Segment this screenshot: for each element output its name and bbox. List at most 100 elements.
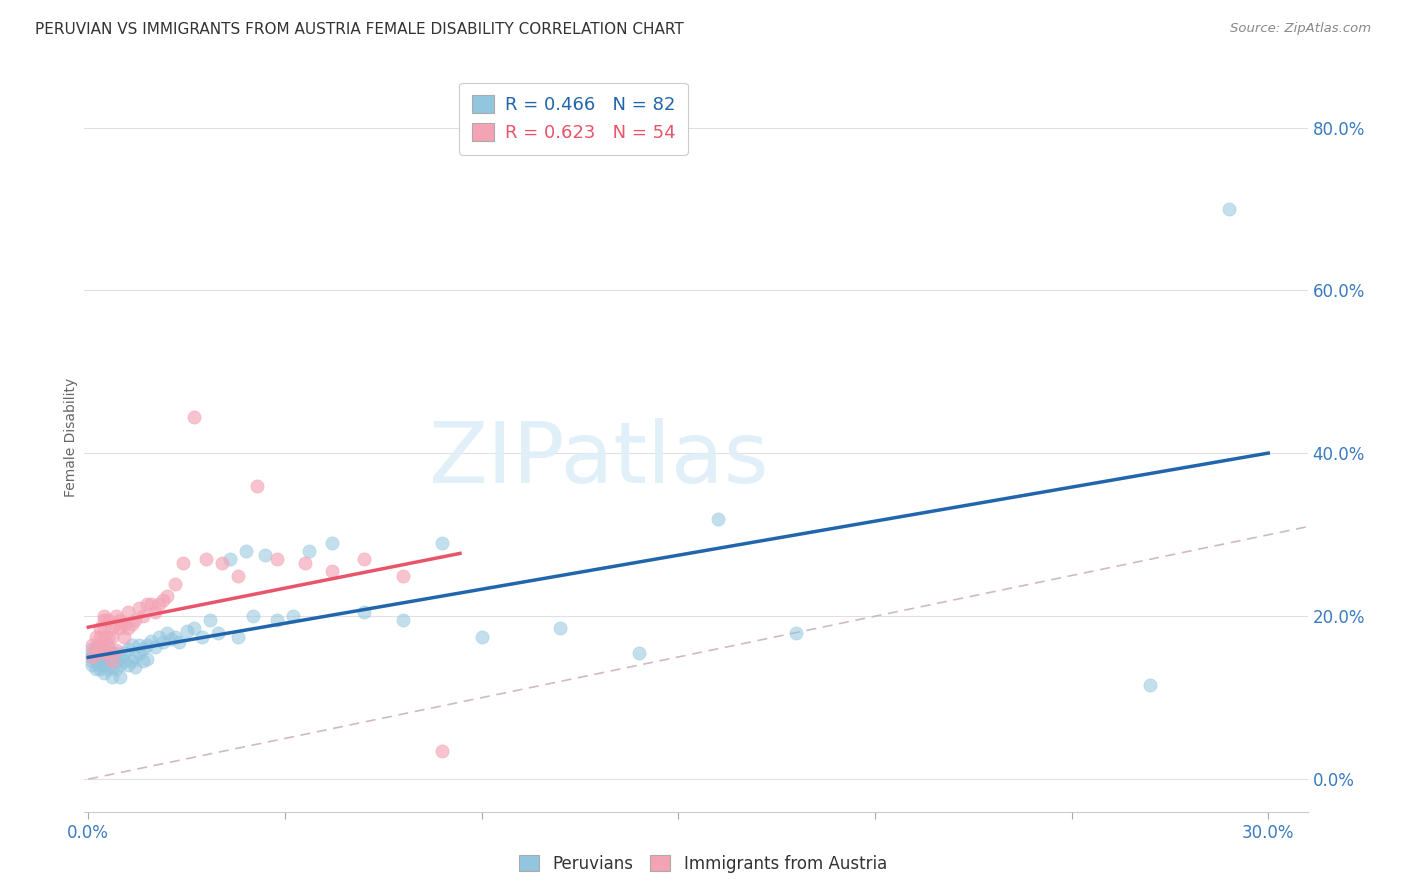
Point bbox=[104, 662, 127, 676]
Point bbox=[84, 654, 107, 668]
Point bbox=[104, 609, 127, 624]
Point bbox=[93, 609, 115, 624]
Point bbox=[141, 597, 163, 611]
Point bbox=[156, 589, 179, 603]
Point bbox=[548, 622, 571, 636]
Point bbox=[93, 650, 115, 665]
Point bbox=[136, 638, 159, 652]
Y-axis label: Female Disability: Female Disability bbox=[65, 377, 79, 497]
Point bbox=[101, 659, 124, 673]
Point bbox=[392, 568, 415, 582]
Point bbox=[82, 641, 104, 656]
Point bbox=[353, 552, 375, 566]
Point bbox=[321, 536, 343, 550]
Point bbox=[321, 565, 343, 579]
Point bbox=[128, 601, 150, 615]
Point bbox=[1218, 202, 1240, 216]
Point bbox=[89, 646, 111, 660]
Point bbox=[132, 641, 155, 656]
Point bbox=[246, 479, 269, 493]
Point bbox=[266, 552, 288, 566]
Point bbox=[93, 658, 115, 673]
Point bbox=[432, 744, 454, 758]
Point bbox=[93, 666, 115, 681]
Point bbox=[89, 630, 111, 644]
Point bbox=[104, 617, 127, 632]
Point bbox=[101, 651, 124, 665]
Point bbox=[207, 625, 229, 640]
Point bbox=[112, 654, 135, 668]
Point bbox=[82, 650, 104, 665]
Point bbox=[108, 622, 131, 636]
Point bbox=[124, 613, 146, 627]
Point bbox=[97, 646, 120, 660]
Point bbox=[117, 658, 139, 673]
Point bbox=[143, 605, 166, 619]
Point bbox=[353, 605, 375, 619]
Point bbox=[297, 544, 319, 558]
Point bbox=[211, 557, 233, 571]
Point bbox=[112, 617, 135, 632]
Text: Source: ZipAtlas.com: Source: ZipAtlas.com bbox=[1230, 22, 1371, 36]
Point bbox=[191, 630, 214, 644]
Point bbox=[121, 617, 143, 632]
Point bbox=[1139, 678, 1161, 692]
Point bbox=[117, 605, 139, 619]
Point bbox=[706, 511, 728, 525]
Point bbox=[124, 650, 146, 665]
Point bbox=[84, 646, 107, 660]
Point bbox=[136, 651, 159, 665]
Point bbox=[108, 650, 131, 665]
Point bbox=[117, 641, 139, 656]
Point bbox=[84, 646, 107, 660]
Point bbox=[97, 662, 120, 676]
Point bbox=[93, 622, 115, 636]
Point bbox=[226, 568, 249, 582]
Point bbox=[163, 630, 186, 644]
Point bbox=[97, 613, 120, 627]
Point bbox=[294, 557, 316, 571]
Point bbox=[93, 638, 115, 652]
Point bbox=[281, 609, 304, 624]
Point bbox=[143, 640, 166, 655]
Point bbox=[84, 641, 107, 656]
Point bbox=[200, 613, 222, 627]
Point bbox=[785, 625, 807, 640]
Point bbox=[156, 625, 179, 640]
Point bbox=[108, 658, 131, 673]
Point bbox=[89, 640, 111, 655]
Point bbox=[82, 638, 104, 652]
Point bbox=[89, 654, 111, 668]
Point bbox=[121, 654, 143, 668]
Point bbox=[254, 548, 277, 562]
Point bbox=[163, 576, 186, 591]
Point bbox=[84, 630, 107, 644]
Point bbox=[101, 630, 124, 644]
Point bbox=[84, 640, 107, 655]
Point bbox=[112, 646, 135, 660]
Point bbox=[176, 624, 198, 638]
Point bbox=[89, 658, 111, 673]
Point bbox=[128, 638, 150, 652]
Point bbox=[392, 613, 415, 627]
Point bbox=[104, 643, 127, 657]
Point bbox=[82, 646, 104, 660]
Legend: Peruvians, Immigrants from Austria: Peruvians, Immigrants from Austria bbox=[513, 848, 893, 880]
Point bbox=[89, 662, 111, 676]
Point bbox=[101, 670, 124, 684]
Point bbox=[89, 646, 111, 660]
Point bbox=[101, 646, 124, 660]
Point bbox=[108, 670, 131, 684]
Legend: R = 0.466   N = 82, R = 0.623   N = 54: R = 0.466 N = 82, R = 0.623 N = 54 bbox=[460, 83, 688, 154]
Point bbox=[148, 597, 170, 611]
Point bbox=[152, 593, 174, 607]
Point bbox=[128, 646, 150, 660]
Point bbox=[97, 630, 120, 644]
Point bbox=[471, 630, 494, 644]
Point bbox=[84, 662, 107, 676]
Point bbox=[104, 654, 127, 668]
Point bbox=[124, 659, 146, 673]
Point bbox=[89, 643, 111, 657]
Point bbox=[108, 613, 131, 627]
Point bbox=[148, 630, 170, 644]
